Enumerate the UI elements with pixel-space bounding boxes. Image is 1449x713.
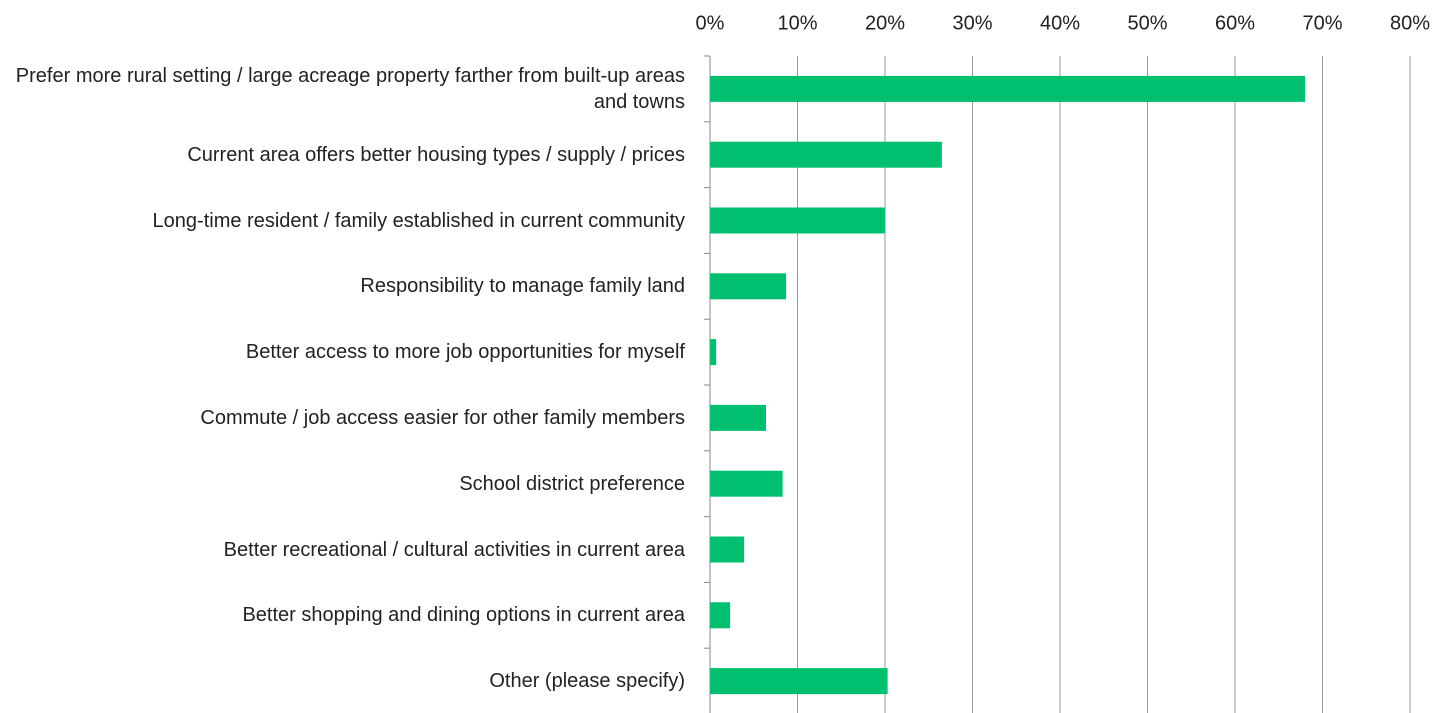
bar — [710, 470, 783, 497]
category-label: Long-time resident / family established … — [152, 209, 685, 232]
category-label: Better shopping and dining options in cu… — [242, 604, 685, 627]
x-tick-label: 40% — [1040, 12, 1080, 34]
category-label: Responsibility to manage family land — [360, 275, 685, 298]
x-tick-label: 80% — [1390, 12, 1430, 34]
x-tick-label: 50% — [1127, 12, 1167, 34]
bar — [710, 404, 766, 431]
category-label: Better access to more job opportunities … — [245, 341, 685, 364]
x-tick-label: 60% — [1215, 12, 1255, 34]
category-label: School district preference — [459, 472, 685, 495]
bar — [710, 75, 1305, 102]
bar — [710, 339, 717, 366]
x-tick-label: 70% — [1302, 12, 1342, 34]
x-tick-label: 20% — [865, 12, 905, 34]
x-tick-label: 10% — [777, 12, 817, 34]
bar — [710, 602, 731, 629]
x-tick-label: 30% — [952, 12, 992, 34]
category-label: Better recreational / cultural activitie… — [223, 538, 685, 561]
category-label: Other (please specify) — [489, 670, 685, 693]
category-label: Commute / job access easier for other fa… — [200, 406, 685, 429]
category-label: Prefer more rural setting / large acreag… — [15, 64, 685, 113]
bar — [710, 207, 885, 234]
x-tick-label: 0% — [696, 12, 725, 34]
bar — [710, 668, 888, 695]
bar — [710, 141, 942, 168]
category-label: Current area offers better housing types… — [187, 143, 685, 166]
bar — [710, 273, 787, 300]
bar — [710, 536, 745, 563]
